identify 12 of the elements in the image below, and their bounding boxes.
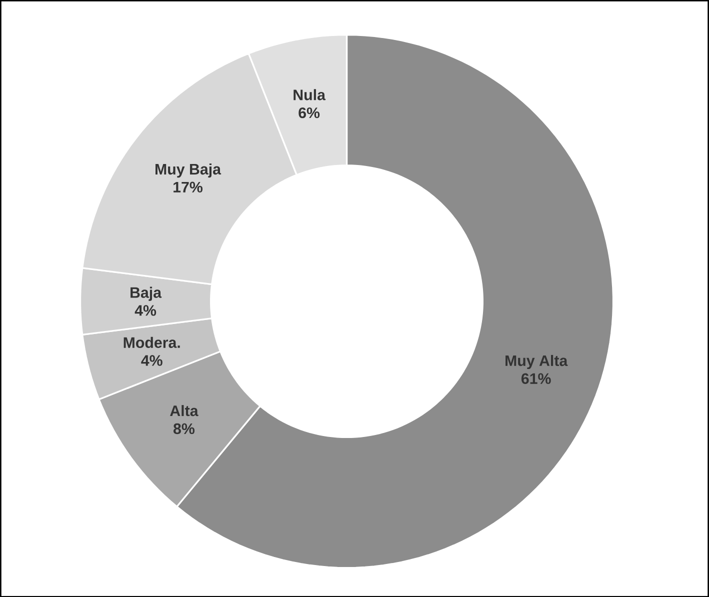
slice-label: Nula — [294, 88, 326, 100]
slice-label: Muy Baja — [156, 163, 222, 178]
data-label: 8% — [173, 423, 195, 434]
data-label: 6% — [298, 107, 320, 118]
data-label: 4% — [134, 304, 156, 316]
slice-label: Modera. — [124, 336, 180, 348]
slice-label: Muy Alta — [506, 354, 568, 369]
data-label: 17% — [174, 182, 203, 192]
slice-label: Alta — [170, 404, 198, 416]
slice-label: Baja — [130, 286, 162, 301]
data-label: 61% — [521, 373, 551, 384]
data-label: 4% — [141, 354, 162, 366]
